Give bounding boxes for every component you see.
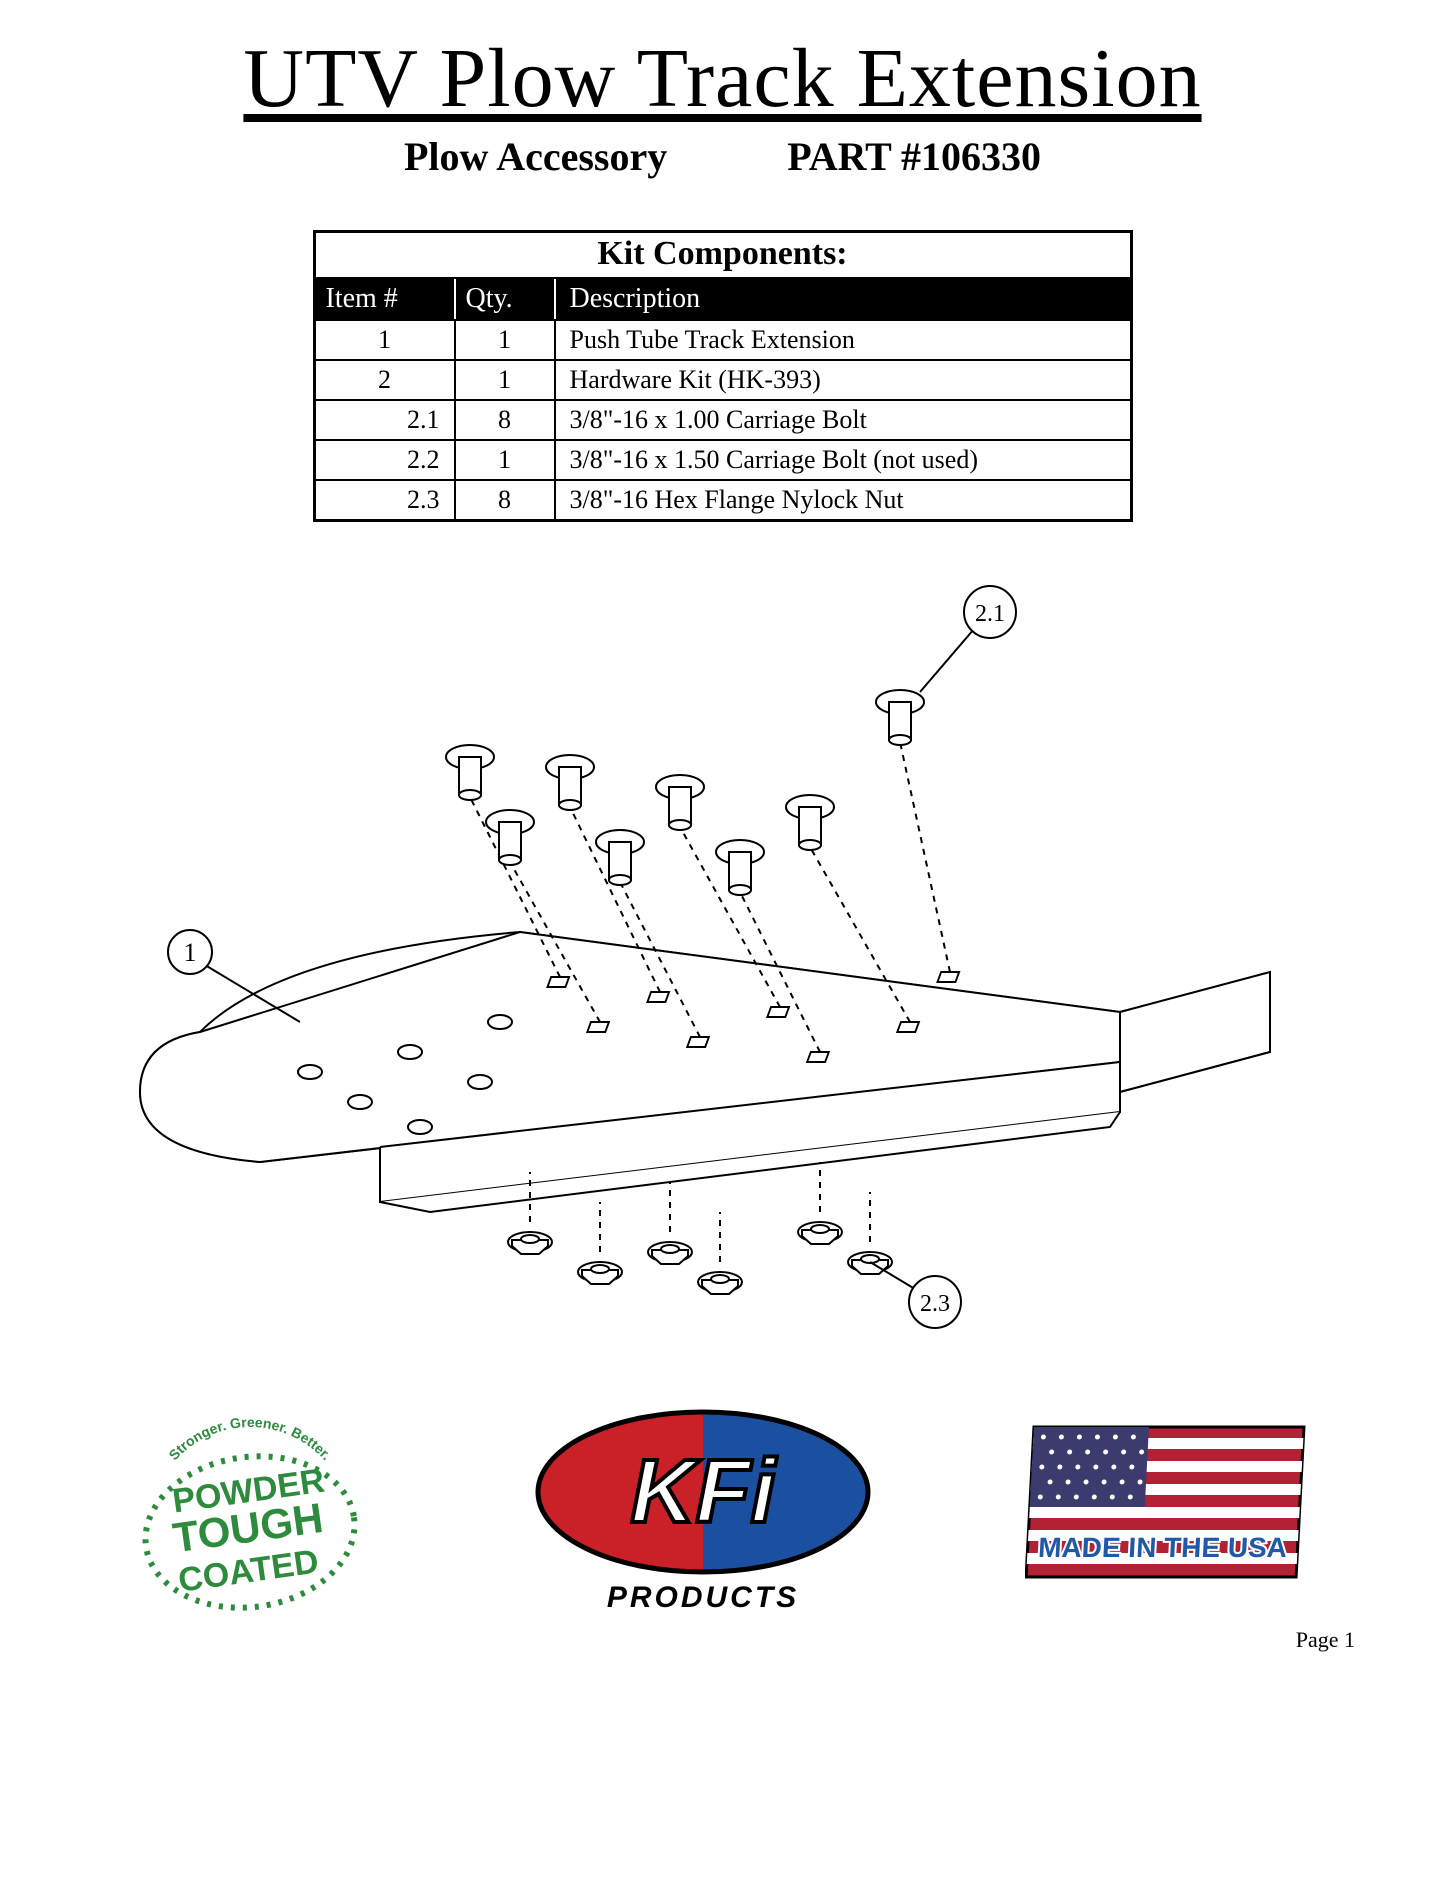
components-table: Kit Components: Item # Qty. Description … [313, 230, 1133, 522]
svg-text:1: 1 [184, 938, 197, 967]
table-title: Kit Components: [316, 233, 1130, 279]
svg-text:2.1: 2.1 [975, 601, 1005, 627]
subtitle-row: Plow Accessory PART #106330 [80, 133, 1365, 180]
cell-qty: 1 [456, 361, 556, 399]
svg-text:MADE IN THE USA: MADE IN THE USA [1037, 1532, 1287, 1563]
cell-item: 2.3 [316, 481, 456, 519]
cell-item: 2 [316, 361, 456, 399]
th-desc: Description [556, 279, 1130, 319]
svg-text:PRODUCTS: PRODUCTS [606, 1581, 798, 1614]
powder-coated-logo: Stronger. Greener. Better. POWDER TOUGH … [120, 1397, 380, 1617]
table-row: 2.213/8"-16 x 1.50 Carriage Bolt (not us… [316, 439, 1130, 479]
cell-qty: 1 [456, 321, 556, 359]
subtitle-right: PART #106330 [787, 133, 1041, 180]
cell-qty: 8 [456, 481, 556, 519]
cell-desc: 3/8"-16 Hex Flange Nylock Nut [556, 481, 1130, 519]
made-in-usa-logo: MADE IN THE USA [1025, 1407, 1325, 1607]
cell-desc: 3/8"-16 x 1.00 Carriage Bolt [556, 401, 1130, 439]
th-item: Item # [316, 279, 456, 319]
cell-desc: Push Tube Track Extension [556, 321, 1130, 359]
page-title: UTV Plow Track Extension [80, 30, 1365, 127]
page-number: Page 1 [80, 1627, 1365, 1653]
cell-desc: Hardware Kit (HK-393) [556, 361, 1130, 399]
cell-item: 1 [316, 321, 456, 359]
table-row: 2.183/8"-16 x 1.00 Carriage Bolt [316, 399, 1130, 439]
cell-qty: 1 [456, 441, 556, 479]
cell-item: 2.2 [316, 441, 456, 479]
subtitle-left: Plow Accessory [404, 133, 667, 180]
kfi-logo: KFi PRODUCTS [523, 1397, 883, 1617]
table-row: 11Push Tube Track Extension [316, 319, 1130, 359]
svg-text:KFi: KFi [630, 1442, 777, 1542]
cell-qty: 8 [456, 401, 556, 439]
cell-item: 2.1 [316, 401, 456, 439]
th-qty: Qty. [456, 279, 556, 319]
logo-row: Stronger. Greener. Better. POWDER TOUGH … [80, 1397, 1365, 1617]
exploded-diagram: 1 2.1 2.3 [80, 552, 1365, 1372]
svg-text:2.3: 2.3 [920, 1291, 950, 1317]
svg-text:Stronger. Greener. Better.: Stronger. Greener. Better. [165, 1414, 334, 1463]
callout-2-1: 2.1 [920, 586, 1016, 692]
table-row: 2.383/8"-16 Hex Flange Nylock Nut [316, 479, 1130, 519]
callout-2-3: 2.3 [870, 1262, 961, 1328]
table-row: 21Hardware Kit (HK-393) [316, 359, 1130, 399]
cell-desc: 3/8"-16 x 1.50 Carriage Bolt (not used) [556, 441, 1130, 479]
table-header-row: Item # Qty. Description [316, 279, 1130, 319]
